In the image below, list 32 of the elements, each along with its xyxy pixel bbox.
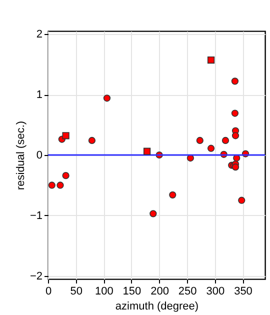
y-tick-label: −1 [30,210,42,222]
x-axis-title: azimuth (degree) [115,300,199,312]
y-tick-label: −2 [30,270,42,282]
x-tick-label: 300 [206,286,225,298]
point [207,56,215,64]
point [143,148,151,155]
point [88,136,96,144]
point [169,191,176,198]
point [231,110,239,117]
y-tick-label: 2 [36,28,42,41]
x-tick-label: 100 [94,286,114,298]
x-tick-label: 200 [150,286,169,298]
y-tick-label: 1 [36,89,42,102]
point [222,136,230,144]
point [56,182,64,189]
x-tick-label: 0 [45,286,52,298]
x-tick-label: 350 [234,286,252,298]
point [232,132,240,140]
x-tick-label: 150 [122,286,142,298]
point [150,210,157,218]
point [48,182,56,189]
point [103,94,111,102]
point [207,144,215,152]
point [238,196,246,204]
y-tick-label: 0 [36,150,42,162]
y-axis-title: residual (sec.) [14,120,27,190]
point [62,172,70,180]
x-tick-label: 50 [70,286,82,298]
point [196,136,204,144]
x-tick-label: 250 [178,286,197,298]
point [231,78,239,85]
point [62,132,70,140]
